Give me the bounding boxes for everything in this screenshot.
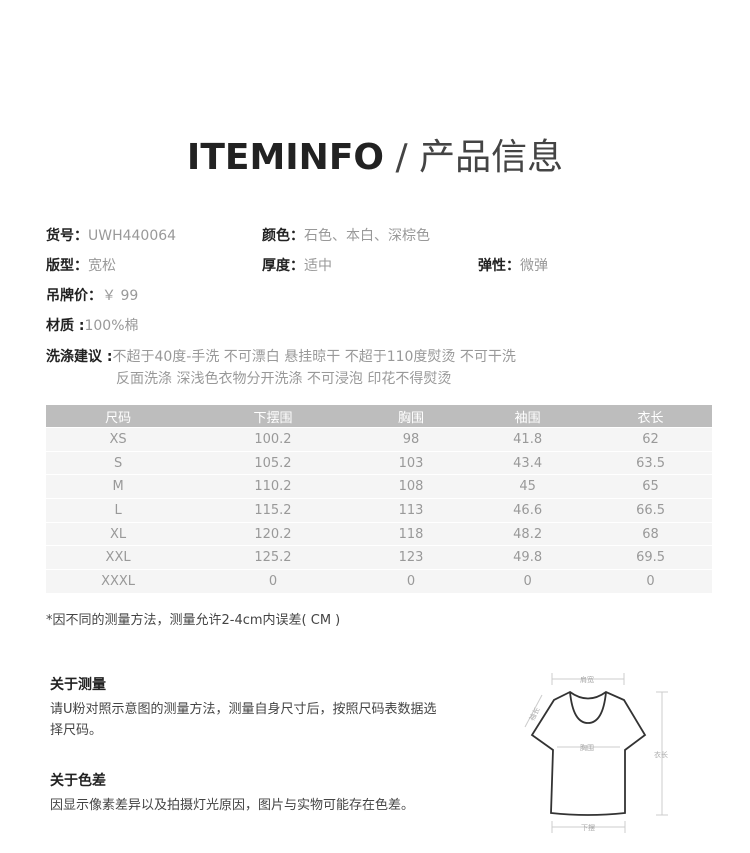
column-header: 衣长 [589,405,712,428]
value: 宽松 [88,258,116,274]
table-cell: 123 [355,545,467,570]
column-header: 胸围 [355,405,467,428]
table-cell: 69.5 [589,545,712,570]
table-cell: S [46,450,191,475]
table-cell: 115.2 [190,498,356,523]
tshirt-measure-diagram: 肩宽 胸围 衣长 下摆 袖长 [524,673,668,833]
table-cell: 120.2 [190,521,356,546]
table-row: S 105.2 103 43.4 63.5 [46,450,712,475]
table-cell: 103 [355,450,467,475]
fit: 版型：宽松 [46,255,116,275]
value: 适中 [304,258,332,274]
wash-advice-line2: 反面洗涤 深浅色衣物分开洗涤 不可浸泡 印花不得熨烫 [116,371,452,387]
table-cell: 125.2 [190,545,356,570]
color-diff-text: 因显示像素差异以及拍摄灯光原因，图片与实物可能存在色差。 [50,798,415,813]
table-cell: XXL [46,545,191,570]
label: 货号： [46,228,88,244]
table-cell: 45 [466,474,590,499]
table-cell: 68 [589,521,712,546]
table-cell: 46.6 [466,498,590,523]
thickness: 厚度：适中 [262,255,332,275]
column-header: 尺码 [46,405,191,428]
label: 洗涤建议 : [46,349,113,365]
title-en: ITEMINFO [186,137,385,178]
table-cell: 63.5 [589,450,712,475]
table-cell: 100.2 [190,427,356,452]
price: 吊牌价：￥ 99 [46,285,138,305]
label: 颜色： [262,228,304,244]
table-cell: 118 [355,521,467,546]
table-cell: 49.8 [466,545,590,570]
color-diff-title: 关于色差 [50,773,106,789]
table-cell: 108 [355,474,467,499]
table-cell: 43.4 [466,450,590,475]
table-cell: XXXL [46,569,191,593]
measure-text-2: 择尺码。 [50,723,103,738]
table-cell: M [46,474,191,499]
title-cn: 产品信息 [419,137,564,178]
table-cell: 62 [589,427,712,452]
sleeve-label: 袖长 [527,706,542,723]
value: 100%棉 [84,318,139,334]
length-label: 衣长 [654,750,668,759]
value: UWH440064 [88,228,177,244]
measure-title: 关于测量 [50,677,106,693]
value-line1: 不超于40度-手洗 不可漂白 悬挂晾干 不超于110度熨烫 不可干洗 [112,349,516,365]
title-separator: / [395,137,408,178]
table-cell: XS [46,427,191,452]
color: 颜色：石色、本白、深棕色 [262,225,430,245]
elasticity: 弹性：微弹 [478,255,548,275]
table-row: XL 120.2 118 48.2 68 [46,521,712,546]
wash-advice: 洗涤建议 :不超于40度-手洗 不可漂白 悬挂晾干 不超于110度熨烫 不可干洗 [46,346,516,366]
table-cell: 0 [589,569,712,593]
item-no: 货号：UWH440064 [46,225,176,245]
table-cell: 41.8 [466,427,590,452]
size-table: 尺码 下摆围 胸围 袖围 衣长 XS 100.2 98 41.8 62 S 105.2 103 43.4… [46,405,712,593]
table-row: L 115.2 113 46.6 66.5 [46,498,712,523]
label: 弹性： [478,258,520,274]
table-header: 尺码 下摆围 胸围 袖围 衣长 [46,405,712,428]
page-title: ITEMINFO / 产品信息 [0,128,750,180]
table-cell: 48.2 [466,521,590,546]
material: 材质 :100%棉 [46,315,139,335]
table-cell: 65 [589,474,712,499]
table-cell: 0 [355,569,467,593]
table-row: XXL 125.2 123 49.8 69.5 [46,545,712,570]
table-cell: 0 [190,569,356,593]
table-cell: 66.5 [589,498,712,523]
table-row: XXXL 0 0 0 0 [46,569,712,593]
table-row: XS 100.2 98 41.8 62 [46,427,712,452]
column-header: 袖围 [466,405,590,428]
label: 版型： [46,258,88,274]
measure-text: 请U粉对照示意图的测量方法，测量自身尺寸后，按照尺码表数据选 择尺码。 [50,699,437,741]
table-cell: 113 [355,498,467,523]
measurement-note: *因不同的测量方法，测量允许2-4cm内误差( CM ) [46,613,341,628]
table-cell: 110.2 [190,474,356,499]
value: 微弹 [520,258,548,274]
label: 吊牌价： [46,288,102,304]
table-cell: 105.2 [190,450,356,475]
value: 石色、本白、深棕色 [304,228,430,244]
value: ￥ 99 [102,288,139,304]
chest-label: 胸围 [580,743,594,752]
hem-label: 下摆 [581,823,595,832]
label: 材质 : [46,318,85,334]
shoulder-label: 肩宽 [580,675,594,684]
table-cell: 0 [466,569,590,593]
table-cell: L [46,498,191,523]
measure-text-1: 请U粉对照示意图的测量方法，测量自身尺寸后，按照尺码表数据选 [50,702,437,717]
table-cell: XL [46,521,191,546]
table-row: M 110.2 108 45 65 [46,474,712,499]
label: 厚度： [262,258,304,274]
column-header: 下摆围 [190,405,356,428]
table-cell: 98 [355,427,467,452]
